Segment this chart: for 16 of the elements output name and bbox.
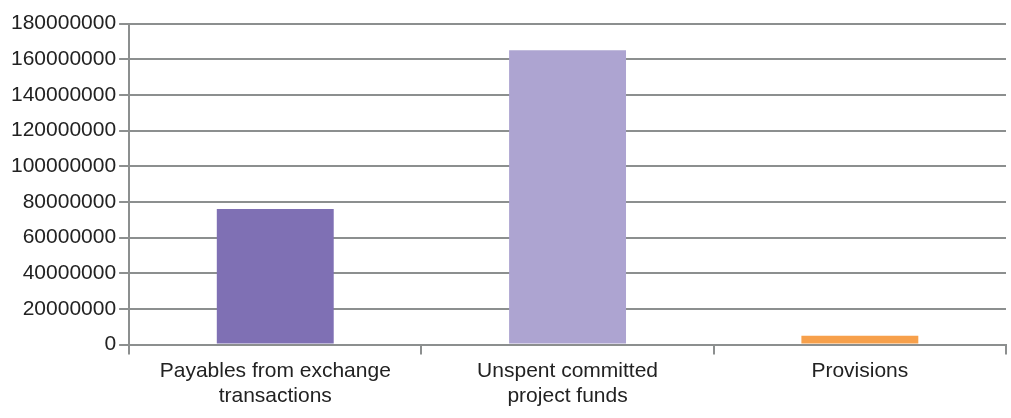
y-tick-label: 60000000	[22, 224, 117, 248]
bar	[509, 50, 627, 344]
bar	[216, 209, 334, 344]
y-tick-label: 40000000	[22, 260, 117, 284]
y-tick-label: 0	[104, 331, 117, 355]
y-tick-label: 180000000	[10, 10, 117, 34]
y-tick-label: 80000000	[22, 188, 117, 212]
y-tick-label: 160000000	[10, 46, 117, 70]
x-tick-label: Provisions	[811, 358, 909, 381]
bar	[801, 335, 919, 344]
x-tick-label: Unspent committed project funds	[477, 358, 659, 407]
y-tick-label: 140000000	[10, 81, 117, 105]
y-tick-label: 20000000	[22, 295, 117, 319]
x-tick-label: Payables from exchange transactions	[159, 358, 391, 407]
y-tick-label: 120000000	[10, 117, 117, 141]
y-tick-label: 100000000	[10, 153, 117, 177]
